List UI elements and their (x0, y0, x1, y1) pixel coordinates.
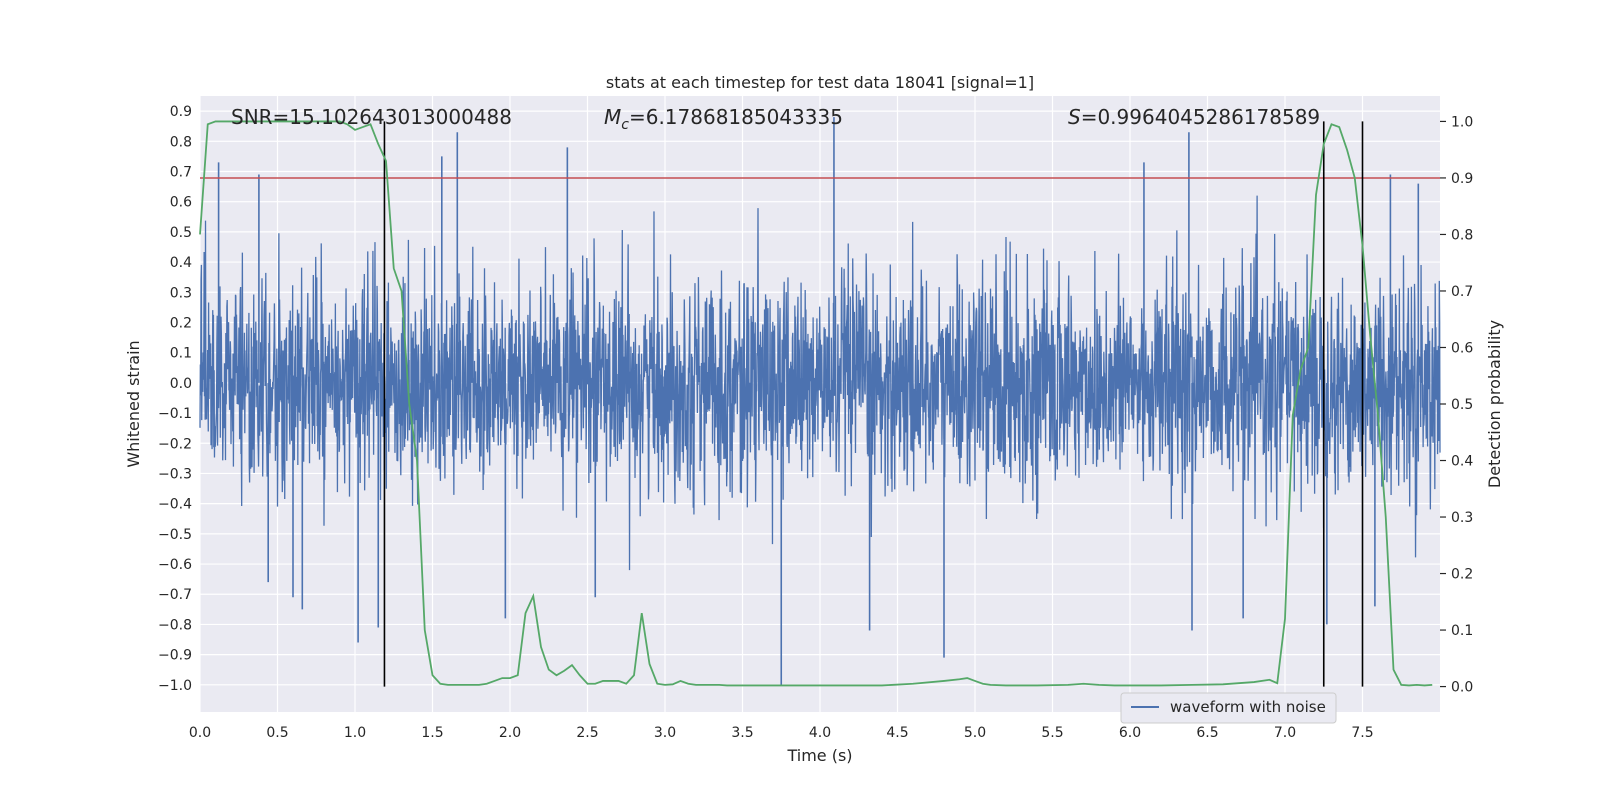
legend-label: waveform with noise (1170, 698, 1326, 716)
x-tick-label: 5.5 (1041, 725, 1063, 741)
legend-box (1120, 692, 1337, 724)
x-tick-label: 1.5 (421, 725, 443, 741)
s-symbol: S (1068, 105, 1081, 129)
right-axis-label: Detection probability (1485, 320, 1504, 488)
y-tick-label-left: −0.4 (158, 497, 192, 513)
x-tick-label: 4.5 (886, 725, 908, 741)
x-tick-label: 6.0 (1119, 725, 1141, 741)
x-tick-label: 6.5 (1196, 725, 1218, 741)
x-tick-label: 3.5 (731, 725, 753, 741)
y-tick-label-left: 0.9 (170, 104, 192, 120)
right-axis-ticks: 1.0 0.9 0.8 0.7 0.6 0.5 0.4 0.3 0.2 0.1 0.0 (1440, 114, 1473, 696)
chirp-mass-annotation: Mc=6.17868185043335 (604, 105, 843, 133)
chart-title: stats at each timestep for test data 180… (606, 73, 1034, 92)
left-axis-label: Whitened strain (124, 340, 143, 467)
y-tick-label-left: −0.5 (158, 527, 192, 543)
x-tick-label: 1.0 (344, 725, 366, 741)
x-tick-label: 3.0 (654, 725, 676, 741)
mc-symbol: M (604, 105, 621, 129)
y-tick-label-left: 0.4 (170, 255, 192, 271)
y-tick-label-left: 0.0 (170, 376, 192, 392)
x-tick-label: 7.0 (1274, 725, 1296, 741)
x-tick-label: 5.0 (964, 725, 986, 741)
x-axis-ticks: 0.0 0.5 1.0 1.5 2.0 2.5 3.0 3.5 4.0 4.5 5.0 5.5 6.0 6… (189, 725, 1374, 741)
x-tick-label: 2.0 (499, 725, 521, 741)
probability-line (199, 120, 1433, 687)
marker-lines (383, 121, 1364, 687)
y-tick-label-left: −0.9 (158, 648, 192, 664)
y-tick-label-right: 0.6 (1451, 340, 1473, 356)
y-tick-label-right: 1.0 (1451, 114, 1473, 130)
y-tick-label-left: −0.2 (158, 436, 192, 452)
y-tick-label-right: 0.2 (1451, 567, 1473, 583)
y-tick-label-left: 0.3 (170, 285, 192, 301)
y-tick-label-right: 0.4 (1451, 454, 1473, 470)
y-tick-label-left: 0.7 (170, 164, 192, 180)
y-tick-label-right: 0.8 (1451, 227, 1473, 243)
x-tick-label: 0.0 (189, 725, 211, 741)
x-tick-label: 0.5 (266, 725, 288, 741)
y-tick-label-left: −0.7 (158, 587, 192, 603)
probability-series (199, 120, 1433, 687)
mc-subscript: c (621, 117, 629, 133)
snr-annotation: SNR=15.102643013000488 (231, 105, 512, 129)
x-axis-label: Time (s) (786, 746, 852, 765)
y-tick-label-left: −0.8 (158, 617, 192, 633)
score-annotation: S=0.9964045286178589 (1068, 105, 1320, 129)
x-tick-label: 4.0 (809, 725, 831, 741)
x-tick-label: 7.5 (1351, 725, 1373, 741)
y-tick-label-left: −1.0 (158, 678, 192, 694)
y-tick-label-left: 0.6 (170, 195, 192, 211)
y-tick-label-left: 0.1 (170, 346, 192, 362)
legend: waveform with noise (1120, 692, 1337, 724)
y-tick-label-left: 0.5 (170, 225, 192, 241)
y-tick-label-left: 0.2 (170, 315, 192, 331)
left-axis-ticks: 0.9 0.8 0.7 0.6 0.5 0.4 0.3 0.2 0.1 0.0 −0.1 −0.2 −0… (158, 104, 192, 694)
s-value: =0.9964045286178589 (1081, 105, 1320, 129)
y-tick-label-right: 0.1 (1451, 623, 1473, 639)
x-tick-label: 2.5 (576, 725, 598, 741)
y-tick-label-right: 0.7 (1451, 284, 1473, 300)
y-tick-label-right: 0.0 (1451, 680, 1473, 696)
y-tick-label-right: 0.9 (1451, 171, 1473, 187)
y-tick-label-left: 0.8 (170, 134, 192, 150)
y-tick-label-right: 0.3 (1451, 510, 1473, 526)
y-tick-label-right: 0.5 (1451, 397, 1473, 413)
y-tick-label-left: −0.6 (158, 557, 192, 573)
y-tick-label-left: −0.3 (158, 466, 192, 482)
y-tick-label-left: −0.1 (158, 406, 192, 422)
mc-value: =6.17868185043335 (629, 105, 843, 129)
